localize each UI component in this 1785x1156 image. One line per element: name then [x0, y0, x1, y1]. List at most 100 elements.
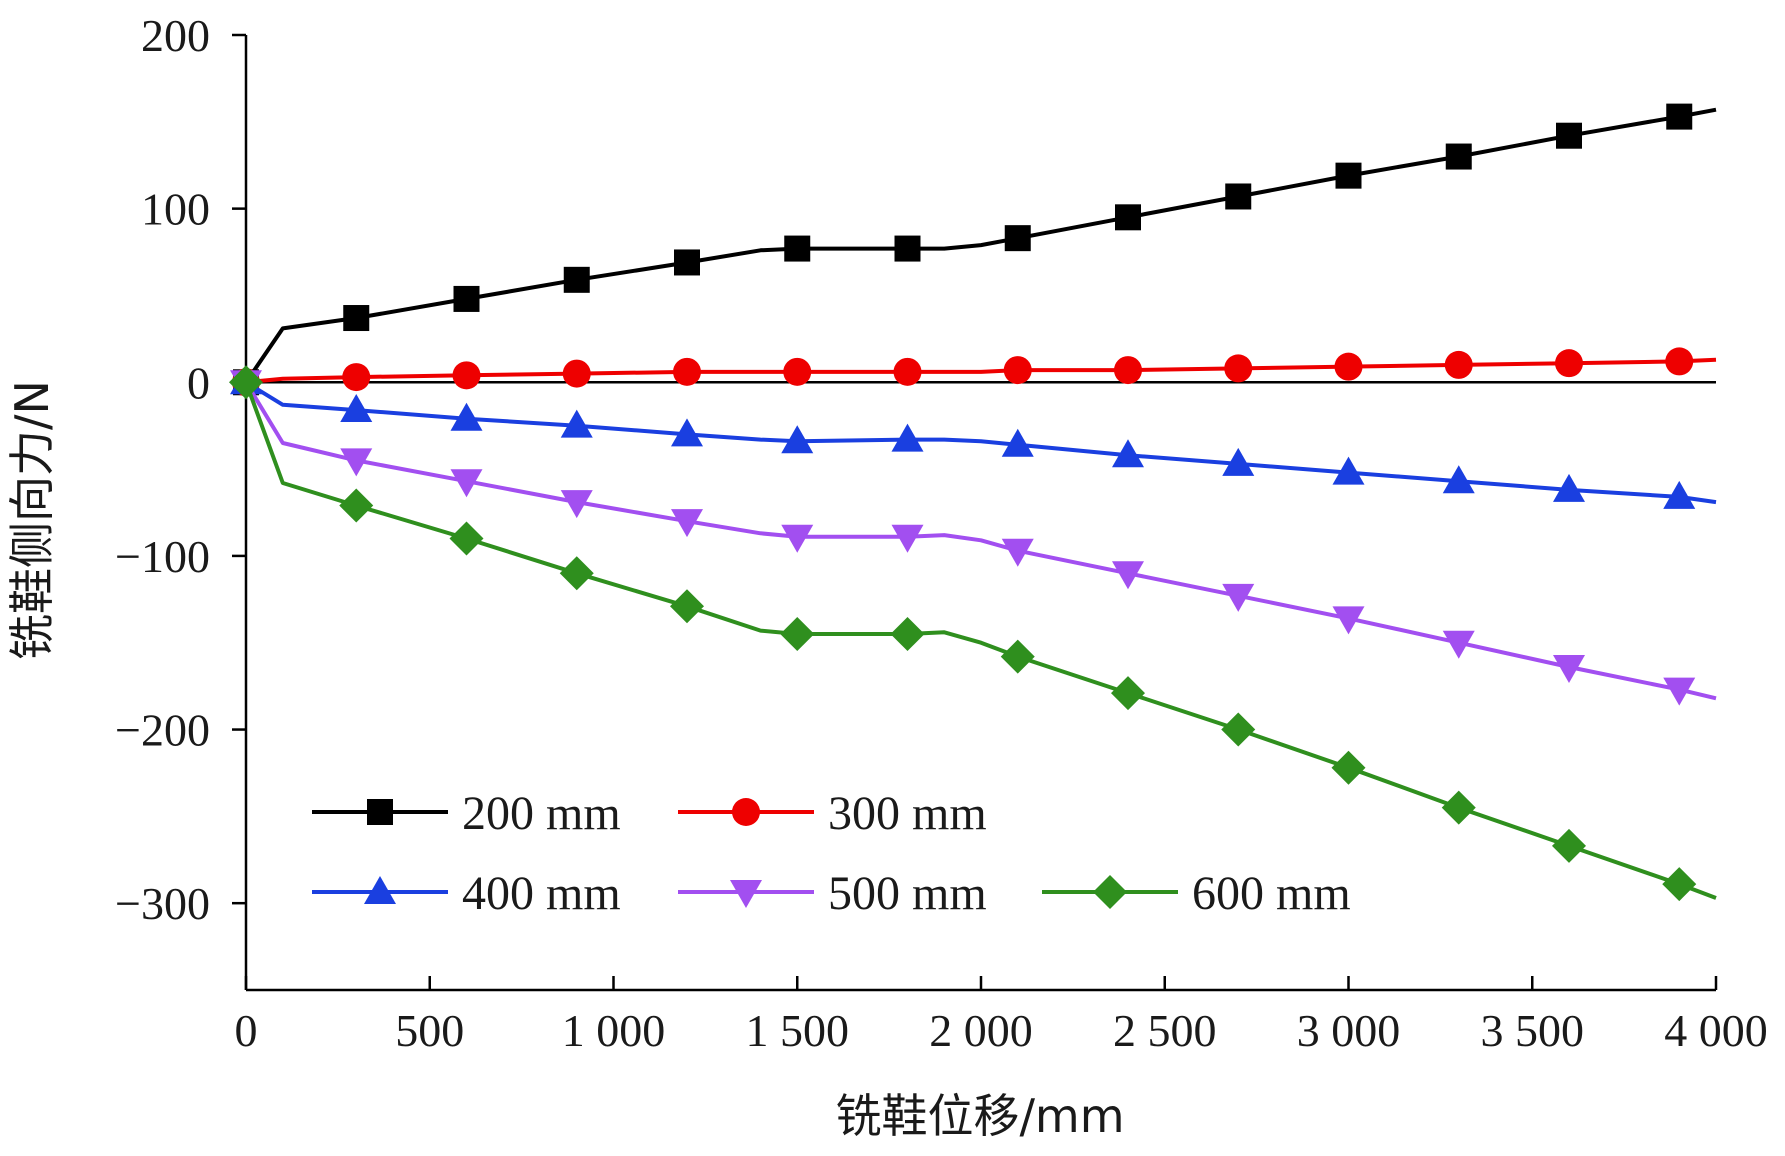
- data-point: [1553, 473, 1585, 502]
- data-point: [784, 235, 811, 262]
- legend: 200 mm 300 mm 400 mm 500 mm 600 mm: [312, 787, 1351, 920]
- data-point: [1224, 354, 1253, 383]
- series-500-mm: [230, 370, 1717, 706]
- data-point: [1445, 143, 1472, 170]
- legend-item: 300 mm: [678, 787, 987, 840]
- data-point: [452, 361, 481, 390]
- data-point: [340, 394, 373, 423]
- data-point: [1001, 538, 1034, 567]
- legend-label: 500 mm: [828, 867, 987, 920]
- data-point: [1222, 583, 1255, 612]
- y-tick-label: −100: [115, 531, 210, 582]
- data-point: [450, 469, 483, 498]
- data-point: [783, 357, 812, 386]
- data-point: [343, 305, 370, 332]
- data-point: [781, 524, 814, 553]
- data-point: [449, 521, 484, 556]
- series-200-mm: [233, 103, 1717, 396]
- data-point: [891, 524, 924, 553]
- data-point: [670, 589, 704, 624]
- legend-label: 200 mm: [462, 787, 621, 840]
- data-point: [1553, 655, 1585, 684]
- legend-marker: [367, 799, 393, 825]
- y-tick-label: 0: [187, 357, 210, 408]
- data-point: [1663, 677, 1696, 706]
- y-tick-label: −200: [115, 705, 210, 756]
- data-point: [1444, 350, 1473, 379]
- data-point: [1222, 447, 1255, 476]
- data-point: [1666, 103, 1693, 130]
- legend-item: 600 mm: [1042, 867, 1351, 920]
- data-point: [780, 617, 815, 652]
- data-point: [340, 448, 373, 477]
- x-tick-label: 4 000: [1664, 1005, 1768, 1056]
- x-tick-label: 1 000: [562, 1005, 666, 1056]
- x-tick-label: 1 500: [746, 1005, 850, 1056]
- y-axis-title: 铣鞋侧向力/N: [5, 380, 59, 660]
- data-point: [1221, 712, 1256, 747]
- data-point: [1332, 606, 1365, 635]
- legend-label: 400 mm: [462, 867, 621, 920]
- data-point: [1003, 356, 1032, 385]
- series-300-mm: [232, 347, 1717, 397]
- data-point: [1552, 828, 1586, 863]
- axes: [244, 35, 1716, 992]
- data-point: [891, 423, 924, 452]
- data-point: [781, 425, 814, 454]
- y-tick-label: −300: [115, 878, 210, 929]
- data-point: [1334, 352, 1363, 381]
- legend-marker: [732, 798, 760, 826]
- data-point: [1004, 225, 1031, 252]
- data-point: [1332, 456, 1365, 485]
- data-point: [671, 509, 703, 538]
- x-tick-label: 3 500: [1481, 1005, 1585, 1056]
- data-point: [1665, 347, 1694, 376]
- data-point: [453, 285, 480, 312]
- legend-marker: [730, 880, 762, 908]
- data-point: [1001, 428, 1034, 457]
- y-tick-label: 200: [141, 10, 210, 61]
- data-point: [562, 359, 591, 388]
- data-point: [1112, 561, 1144, 590]
- data-point: [1663, 480, 1696, 509]
- data-point: [450, 402, 483, 431]
- legend-item: 200 mm: [312, 787, 621, 840]
- data-point: [1225, 183, 1252, 210]
- data-point: [560, 409, 593, 438]
- data-point: [1441, 790, 1476, 825]
- legend-marker: [364, 876, 396, 904]
- data-point: [563, 266, 590, 293]
- x-tick-label: 2 000: [929, 1005, 1033, 1056]
- data-point: [1112, 439, 1144, 468]
- data-point: [1556, 122, 1582, 149]
- data-point: [1335, 162, 1362, 189]
- data-point: [342, 363, 371, 392]
- data-point: [229, 365, 263, 400]
- data-point: [673, 357, 701, 386]
- legend-item: 400 mm: [312, 867, 621, 920]
- data-point: [560, 490, 593, 519]
- data-point: [894, 235, 921, 262]
- data-point: [674, 249, 700, 276]
- data-point: [890, 617, 925, 652]
- legend-label: 300 mm: [828, 787, 987, 840]
- data-point: [1111, 676, 1145, 711]
- data-point: [893, 357, 922, 386]
- series-layer: [229, 103, 1717, 902]
- x-tick-label: 0: [235, 1005, 258, 1056]
- legend-item: 500 mm: [678, 867, 987, 920]
- data-point: [1331, 750, 1366, 785]
- y-tick-label: 100: [141, 184, 210, 235]
- x-tick-label: 3 000: [1297, 1005, 1401, 1056]
- data-point: [1662, 867, 1697, 902]
- data-point: [1555, 349, 1583, 378]
- data-point: [1000, 639, 1035, 674]
- x-tick-label: 2 500: [1113, 1005, 1217, 1056]
- series-400-mm: [230, 366, 1717, 509]
- x-axis-title: 铣鞋位移/mm: [835, 1089, 1124, 1143]
- data-point: [1442, 630, 1475, 659]
- legend-label: 600 mm: [1192, 867, 1351, 920]
- data-point: [339, 488, 374, 523]
